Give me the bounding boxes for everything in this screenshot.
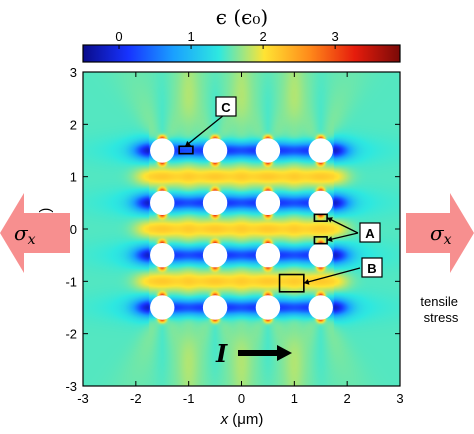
tensile-stress-line2: stress	[424, 310, 459, 325]
holes-layer	[150, 138, 333, 320]
hole	[202, 138, 228, 163]
colorbar-tick-label: 0	[115, 29, 122, 44]
colorbar-gradient	[82, 44, 401, 63]
hole	[308, 190, 333, 216]
y-tick-label: 0	[70, 222, 77, 237]
hole	[150, 190, 175, 216]
stress-arrow-right: σx	[406, 193, 474, 273]
colorbar-tick-label: 1	[187, 29, 194, 44]
y-tick-label: 1	[70, 170, 77, 185]
hole	[150, 295, 175, 320]
annotation-label-a: A	[365, 226, 375, 241]
callout-arrowhead	[303, 278, 310, 285]
hole	[202, 190, 228, 216]
annotation-label-box	[359, 222, 381, 243]
callout-line	[326, 217, 359, 234]
callout-line	[184, 114, 225, 147]
x-tick-label: 1	[291, 391, 298, 406]
hole	[308, 295, 333, 320]
colorbar: ϵ (ϵ₀) 0 1 2 3	[82, 5, 401, 63]
y-tick-label: -1	[65, 274, 77, 289]
annotation-label-box	[361, 257, 383, 278]
left-stress-arrow-shape	[0, 193, 70, 273]
colorbar-tick-label: 3	[332, 29, 339, 44]
y-tick-label: 2	[70, 117, 77, 132]
x-tick-label: -3	[77, 391, 89, 406]
y-tick-label: 3	[70, 65, 77, 80]
hole	[255, 295, 281, 320]
annotation-label-b: B	[367, 261, 376, 276]
colorbar-title: ϵ (ϵ₀)	[216, 5, 268, 29]
hole	[308, 138, 333, 163]
annotation-label-c: C	[221, 100, 231, 115]
hole	[255, 190, 281, 216]
left-sigma-label: σx	[14, 221, 36, 248]
right-stress-arrow-shape	[406, 193, 474, 273]
colorbar-ticks: 0 1 2 3	[115, 29, 339, 49]
tensile-stress-line1: tensile	[420, 294, 458, 309]
axis-ticks: -3 -2 -1 0 1 2 3 -3 -2 -1 0 1 2 3	[65, 65, 403, 406]
x-tick-label: 2	[344, 391, 351, 406]
hole	[150, 242, 175, 268]
annotation-label-box	[215, 96, 237, 117]
x-tick-label: 3	[396, 391, 403, 406]
annotation-boxes: C A B	[178, 96, 383, 293]
x-axis-label: x (μm)	[220, 411, 264, 428]
colorbar-tick-label: 2	[259, 29, 266, 44]
x-tick-label: -2	[130, 391, 142, 406]
heatmap-plot: C A B -3 -2 -1 0 1 2 3 -3 -2 -1 0 1 2 3	[65, 65, 403, 406]
hole	[202, 295, 228, 320]
y-tick-label: -3	[65, 379, 77, 394]
hole	[255, 138, 281, 163]
callout-line	[303, 267, 361, 284]
stress-arrow-left: σx	[0, 193, 70, 273]
callout-arrowhead	[185, 140, 191, 147]
hole	[202, 242, 228, 268]
current-indicator: I	[215, 339, 292, 368]
current-arrow-head	[277, 345, 292, 361]
callout-line	[326, 232, 359, 241]
hole	[150, 138, 175, 163]
right-sigma-label: σx	[430, 221, 452, 248]
current-label: I	[215, 339, 228, 368]
strain-field-image	[83, 72, 400, 386]
callout-arrowhead	[327, 217, 333, 223]
callout-arrowhead	[327, 236, 333, 243]
hole	[308, 242, 333, 268]
x-tick-label: -1	[183, 391, 195, 406]
y-tick-label: -2	[65, 327, 77, 342]
tensile-stress-label: tensile stress	[420, 294, 461, 325]
annotation-box-a	[313, 236, 328, 245]
x-tick-label: 0	[238, 391, 245, 406]
hole	[255, 242, 281, 268]
